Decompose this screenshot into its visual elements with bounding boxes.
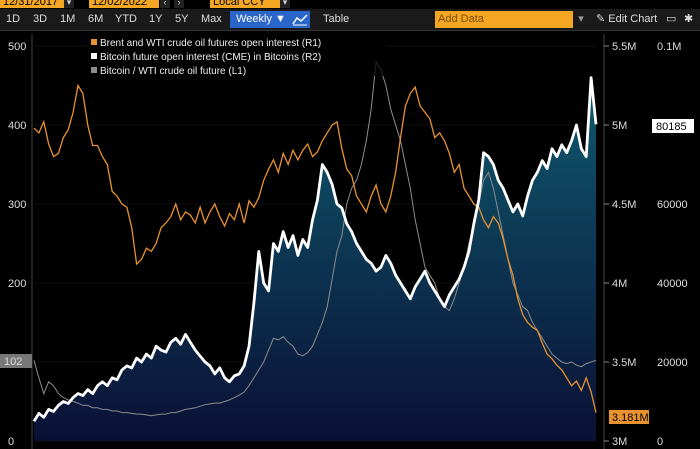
last-value-l1: 102 <box>0 354 32 368</box>
gear-icon[interactable]: ✱ <box>684 13 694 25</box>
add-data-dropdown-icon[interactable]: ▾ <box>578 13 584 25</box>
brent-wti-series-line <box>33 83 597 413</box>
r2-tick-label: 0.1M <box>657 41 681 53</box>
r2-axis: 0200004000060000800000.1M <box>657 41 688 448</box>
r2-tick-label: 60000 <box>657 199 688 211</box>
range-1y-button[interactable]: 1Y <box>149 13 163 25</box>
range-6m-button[interactable]: 6M <box>88 13 104 25</box>
range-5y-button[interactable]: 5Y <box>175 13 189 25</box>
prev-arrow-icon[interactable]: ‹ <box>160 0 170 8</box>
r1-tick-label: 5M <box>612 120 627 132</box>
l1-tick-label: 400 <box>8 120 26 132</box>
range-1m-button[interactable]: 1M <box>60 13 76 25</box>
range-1d-button[interactable]: 1D <box>6 13 21 25</box>
r1-tick-label: 3.5M <box>612 357 636 369</box>
last-value-r1: 3.181M <box>609 410 649 424</box>
r1-tick-label: 5.5M <box>612 41 636 53</box>
range-max-button[interactable]: Max <box>201 13 222 25</box>
start-date-arrow-icon[interactable]: ▾ <box>64 0 74 8</box>
table-button[interactable]: Table <box>323 13 350 25</box>
legend-swatch-brent <box>91 39 97 45</box>
ratio-series-line <box>33 60 597 417</box>
line-chart-icon[interactable] <box>290 11 310 28</box>
l1-tick-label: 300 <box>8 199 26 211</box>
pencil-icon: ✎ <box>596 13 606 25</box>
legend-label-ratio: Bitcoin / WTI crude oil future (L1) <box>100 66 246 77</box>
legend-label-brent: Brent and WTI crude oil futures open int… <box>100 38 321 49</box>
legend-background <box>88 34 388 76</box>
legend-label-bitcoin: Bitcoin future open interest (CME) in Bi… <box>100 52 321 63</box>
last-value-r2-text: 80185 <box>656 121 687 133</box>
last-value-r2: 80185 <box>652 119 694 133</box>
bitcoin-oi-series-line <box>32 76 598 423</box>
line-chart-glyph <box>292 14 308 26</box>
r2-tick-label: 0 <box>657 436 663 448</box>
edit-chart-button[interactable]: ✎ Edit Chart <box>596 11 657 28</box>
r1-tick-label: 3M <box>612 436 627 448</box>
range-3d-button[interactable]: 3D <box>33 13 48 25</box>
edit-chart-label: Edit Chart <box>608 13 658 25</box>
r1-axis: 3M 3.5M 4M 4.5M 5M 5.5M <box>604 41 636 448</box>
frequency-select[interactable]: Weekly ▼ <box>230 11 292 28</box>
last-value-r1-text: 3.181M <box>612 412 649 424</box>
next-arrow-icon[interactable]: › <box>174 0 184 8</box>
frequency-label: Weekly <box>236 13 272 25</box>
range-ytd-button[interactable]: YTD <box>115 13 137 25</box>
legend-swatch-ratio <box>91 67 97 73</box>
legend-swatch-bitcoin <box>91 53 97 59</box>
currency-select[interactable]: Local CCY <box>210 0 280 8</box>
end-date-field[interactable]: 12/02/2022 <box>89 0 159 8</box>
start-date-field[interactable]: 12/31/2017 <box>0 0 64 8</box>
last-value-l1-text: 102 <box>4 356 22 368</box>
r2-tick-label: 40000 <box>657 278 688 290</box>
legend: Brent and WTI crude oil futures open int… <box>88 34 388 77</box>
bitcoin-oi-area <box>34 77 596 441</box>
toolbar: 1D 3D 1M 6M YTD 1Y 5Y Max Weekly ▼ Table… <box>0 9 700 31</box>
r1-tick-label: 4.5M <box>612 199 636 211</box>
l1-tick-label: 200 <box>8 278 26 290</box>
l1-tick-label: 500 <box>8 41 26 53</box>
date-range-bar: 12/31/2017 ▾ 12/02/2022 ‹ › Local CCY ▾ <box>0 0 700 9</box>
currency-dropdown-icon[interactable]: ▾ <box>280 0 290 8</box>
r1-tick-label: 4M <box>612 278 627 290</box>
toggle-icon[interactable]: ▭ <box>666 13 677 25</box>
l1-tick-label: 0 <box>8 436 14 448</box>
r2-tick-label: 20000 <box>657 357 688 369</box>
add-data-input[interactable]: Add Data <box>435 11 573 28</box>
left-axis: 0100200300400500 <box>8 41 26 448</box>
